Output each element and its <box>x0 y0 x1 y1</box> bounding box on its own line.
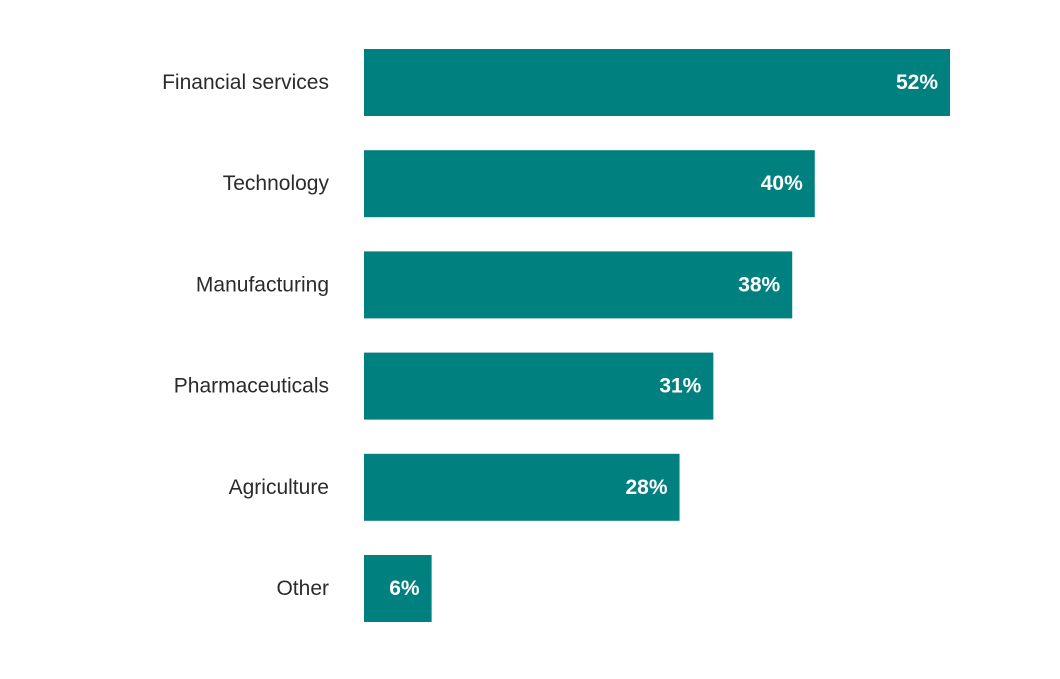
category-label-pharmaceuticals: Pharmaceuticals <box>174 375 329 398</box>
value-label-financial-services: 52% <box>896 71 938 94</box>
value-label-agriculture: 28% <box>626 476 668 499</box>
bar-manufacturing <box>364 251 793 319</box>
category-labels-group: Financial services Technology Manufacturin… <box>162 71 329 600</box>
category-label-other: Other <box>276 577 329 600</box>
category-label-manufacturing: Manufacturing <box>196 273 329 296</box>
value-label-other: 6% <box>389 577 420 600</box>
bar-financial-services <box>364 49 950 116</box>
value-labels-group: 52% 40% 38% 31% 28% 6% <box>389 71 938 600</box>
category-label-agriculture: Agriculture <box>229 476 329 499</box>
bar-technology <box>364 150 815 218</box>
category-label-financial-services: Financial services <box>162 71 329 94</box>
bar-other <box>364 555 432 622</box>
value-label-pharmaceuticals: 31% <box>659 375 701 398</box>
category-label-technology: Technology <box>223 172 330 195</box>
bars-group <box>364 49 950 622</box>
value-label-manufacturing: 38% <box>738 273 780 296</box>
bar-agriculture <box>364 453 680 521</box>
bar-pharmaceuticals <box>364 352 714 420</box>
value-label-technology: 40% <box>761 172 803 195</box>
